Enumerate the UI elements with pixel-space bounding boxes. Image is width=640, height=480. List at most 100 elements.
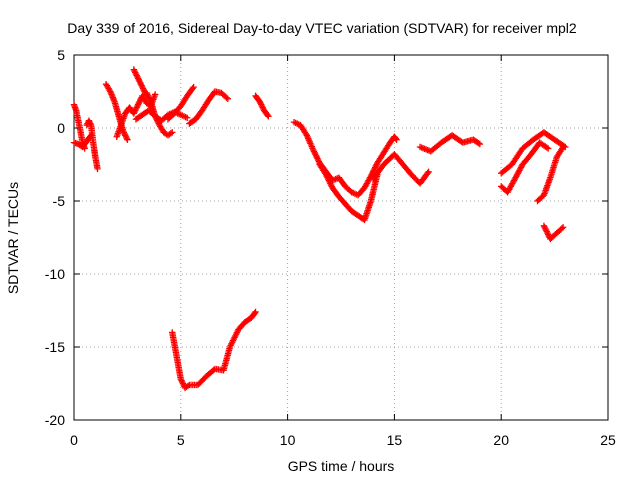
y-axis-label: SDTVAR / TECUs xyxy=(5,182,21,294)
data-point xyxy=(256,98,264,105)
data-point xyxy=(312,151,319,158)
data-point xyxy=(326,178,333,186)
data-point xyxy=(87,120,94,127)
data-point xyxy=(264,111,271,119)
data-point xyxy=(257,99,264,107)
data-point xyxy=(327,181,335,189)
data-point xyxy=(323,172,330,180)
data-point xyxy=(135,76,142,84)
data-point xyxy=(145,94,152,101)
data-point xyxy=(314,155,321,162)
data-point xyxy=(178,377,185,384)
data-point xyxy=(130,110,138,117)
data-point xyxy=(424,169,431,177)
data-point xyxy=(475,139,482,147)
data-point xyxy=(122,132,129,139)
data-point xyxy=(190,83,197,91)
data-point xyxy=(559,145,566,152)
data-point xyxy=(476,140,484,148)
data-point xyxy=(543,144,550,151)
data-point xyxy=(94,165,101,173)
data-point xyxy=(224,95,231,102)
x-tick-label: 15 xyxy=(387,432,403,448)
data-point xyxy=(86,118,93,126)
data-point xyxy=(542,225,549,232)
data-point xyxy=(137,81,145,88)
data-point xyxy=(124,136,131,143)
plot-frame xyxy=(73,54,609,421)
data-point xyxy=(144,92,152,100)
data-point xyxy=(371,164,379,171)
series-track-10 xyxy=(186,88,231,127)
data-point xyxy=(131,108,138,116)
data-point xyxy=(167,130,175,137)
data-point xyxy=(312,152,320,159)
data-point xyxy=(310,146,317,154)
data-point xyxy=(258,101,265,108)
data-point xyxy=(324,174,331,181)
data-point xyxy=(325,177,333,184)
data-point xyxy=(541,224,548,231)
data-point xyxy=(139,85,147,92)
data-point xyxy=(106,86,113,94)
data-point xyxy=(542,227,550,234)
data-point xyxy=(121,130,128,138)
y-tick-label: 0 xyxy=(57,120,65,136)
series-track-19 xyxy=(540,222,567,243)
data-point xyxy=(132,70,140,78)
x-tick-label: 20 xyxy=(493,432,509,448)
y-tick-label: 5 xyxy=(57,47,65,63)
data-points xyxy=(70,66,569,392)
series-track-14 xyxy=(369,151,432,187)
data-point xyxy=(369,168,377,175)
data-point xyxy=(137,79,144,86)
series-track-13 xyxy=(316,161,381,224)
data-point xyxy=(559,143,567,151)
data-point xyxy=(169,129,176,136)
data-point xyxy=(119,127,127,135)
series-track-11 xyxy=(252,92,272,120)
x-axis-label: GPS time / hours xyxy=(288,458,395,474)
data-point xyxy=(327,180,334,187)
y-tick-label: -20 xyxy=(45,412,65,428)
data-point xyxy=(179,378,186,386)
data-point xyxy=(322,171,330,178)
y-tick-label: -15 xyxy=(45,339,65,355)
series-track-17 xyxy=(498,139,552,196)
data-point xyxy=(146,97,154,104)
series-track-18 xyxy=(534,143,567,205)
data-point xyxy=(543,228,550,235)
series-track-15 xyxy=(416,132,484,155)
data-point xyxy=(132,69,139,76)
data-point xyxy=(544,231,552,238)
data-point xyxy=(143,89,150,97)
data-point xyxy=(134,75,142,82)
data-point xyxy=(324,175,332,183)
data-point xyxy=(130,66,138,73)
series-track-6 xyxy=(130,66,150,100)
data-point xyxy=(140,86,147,94)
data-point xyxy=(392,135,400,142)
data-point xyxy=(177,375,184,383)
data-point xyxy=(425,168,432,175)
data-point xyxy=(133,72,140,79)
y-tick-label: -10 xyxy=(45,266,65,282)
data-point xyxy=(133,104,140,111)
y-tick-label: -5 xyxy=(53,193,66,209)
data-point xyxy=(259,104,266,111)
data-point xyxy=(132,105,140,113)
data-point xyxy=(251,309,258,317)
series-track-9 xyxy=(164,83,197,123)
y-tick-labels: 5 0 -5 -10 -15 -20 xyxy=(45,47,65,428)
data-point xyxy=(134,73,141,81)
data-point xyxy=(122,133,130,140)
data-point xyxy=(151,91,159,98)
data-point xyxy=(544,229,551,237)
data-point xyxy=(372,162,380,170)
x-tick-label: 0 xyxy=(70,432,78,448)
series-track-1 xyxy=(70,101,88,152)
data-point xyxy=(371,165,378,173)
data-point xyxy=(134,102,141,110)
data-point xyxy=(311,149,318,157)
